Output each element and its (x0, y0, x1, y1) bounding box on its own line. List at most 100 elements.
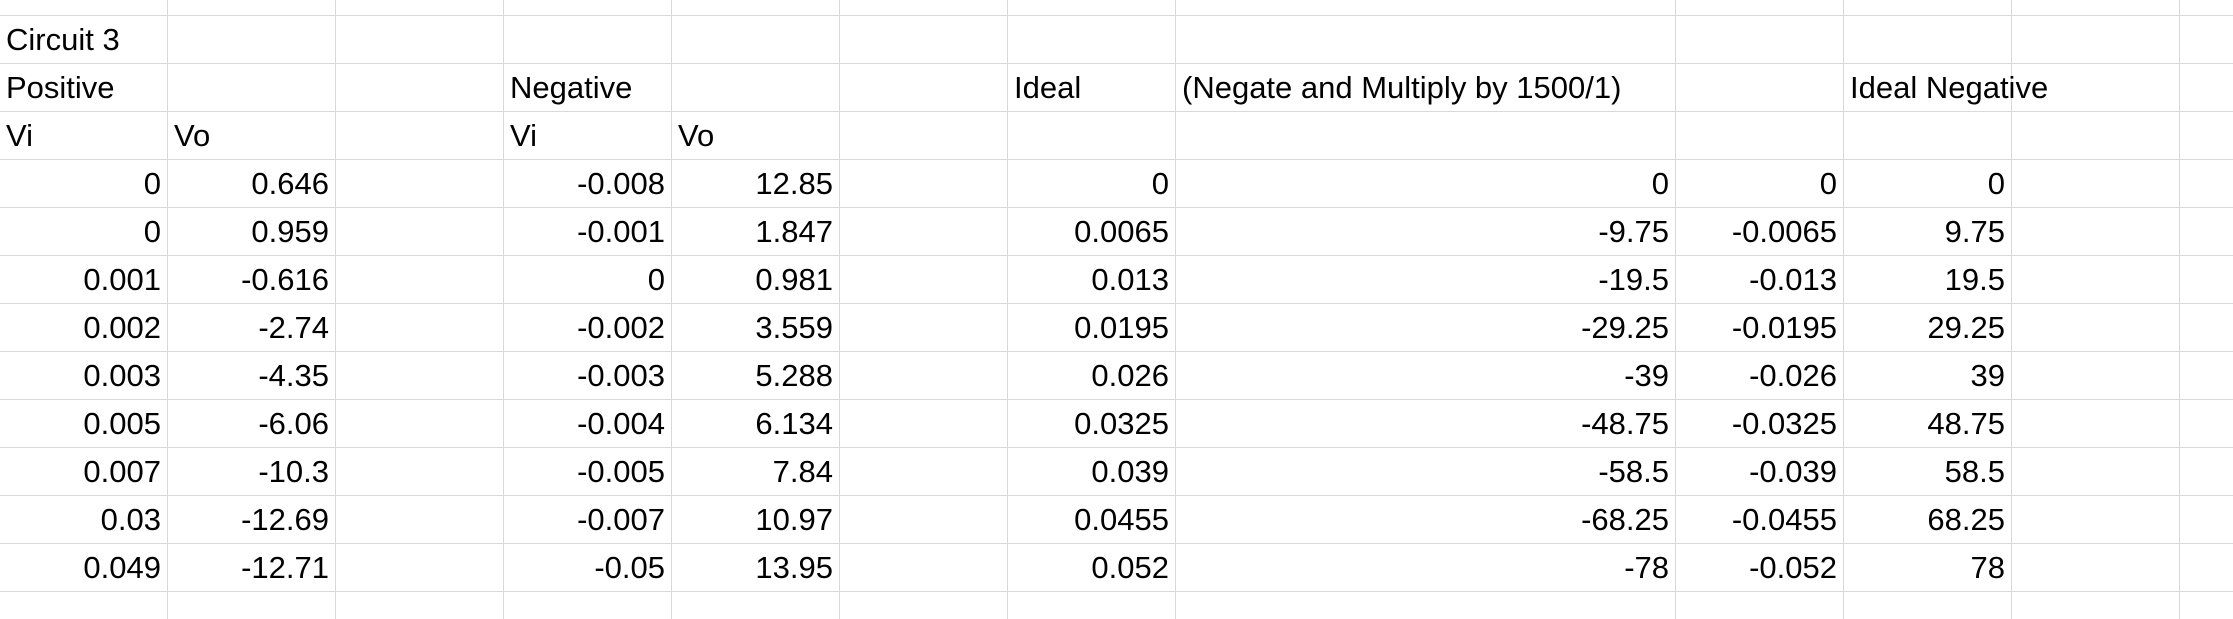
cell-blank[interactable] (336, 208, 504, 256)
table-cell[interactable]: 6.134 (672, 400, 840, 448)
cell-blank[interactable] (2012, 496, 2180, 544)
cell-blank[interactable] (504, 592, 672, 619)
cell-blank[interactable] (2012, 592, 2180, 619)
cell-blank[interactable] (336, 496, 504, 544)
cell-ideal-label[interactable]: Ideal (1008, 64, 1176, 112)
cell-blank[interactable] (2012, 304, 2180, 352)
cell-blank[interactable] (336, 592, 504, 619)
cell-blank[interactable] (2180, 400, 2233, 448)
cell-blank[interactable] (840, 160, 1008, 208)
table-cell[interactable]: -2.74 (168, 304, 336, 352)
table-cell[interactable]: 0.007 (0, 448, 168, 496)
table-cell[interactable]: 9.75 (1844, 208, 2012, 256)
cell-header-neg-vi[interactable]: Vi (504, 112, 672, 160)
cell-blank[interactable] (504, 16, 672, 64)
table-cell[interactable]: 48.75 (1844, 400, 2012, 448)
table-cell[interactable]: -9.75 (1176, 208, 1676, 256)
table-cell[interactable]: 0 (1844, 160, 2012, 208)
table-cell[interactable]: -0.616 (168, 256, 336, 304)
cell-blank[interactable] (1008, 0, 1176, 16)
table-cell[interactable]: 12.85 (672, 160, 840, 208)
cell-blank[interactable] (840, 496, 1008, 544)
cell-positive-label[interactable]: Positive (0, 64, 168, 112)
cell-blank[interactable] (840, 16, 1008, 64)
cell-blank[interactable] (2012, 64, 2180, 112)
table-cell[interactable]: -0.013 (1676, 256, 1844, 304)
cell-blank[interactable] (840, 0, 1008, 16)
table-cell[interactable]: 29.25 (1844, 304, 2012, 352)
cell-blank[interactable] (840, 112, 1008, 160)
table-cell[interactable]: 0 (1676, 160, 1844, 208)
table-cell[interactable]: 0.0455 (1008, 496, 1176, 544)
table-cell[interactable]: 58.5 (1844, 448, 2012, 496)
table-cell[interactable]: -68.25 (1176, 496, 1676, 544)
cell-blank[interactable] (2012, 400, 2180, 448)
cell-blank[interactable] (1676, 64, 1844, 112)
cell-blank[interactable] (1676, 592, 1844, 619)
cell-blank[interactable] (1676, 112, 1844, 160)
cell-blank[interactable] (1676, 16, 1844, 64)
table-cell[interactable]: 13.95 (672, 544, 840, 592)
cell-header-neg-vo[interactable]: Vo (672, 112, 840, 160)
table-cell[interactable]: -10.3 (168, 448, 336, 496)
cell-blank[interactable] (2180, 208, 2233, 256)
cell-blank[interactable] (2180, 352, 2233, 400)
cell-blank[interactable] (2180, 544, 2233, 592)
table-cell[interactable]: 0.0195 (1008, 304, 1176, 352)
table-cell[interactable]: -12.71 (168, 544, 336, 592)
table-cell[interactable]: -0.007 (504, 496, 672, 544)
cell-blank[interactable] (840, 352, 1008, 400)
table-cell[interactable]: -19.5 (1176, 256, 1676, 304)
table-cell[interactable]: -0.0455 (1676, 496, 1844, 544)
table-cell[interactable]: -29.25 (1176, 304, 1676, 352)
cell-blank[interactable] (1844, 592, 2012, 619)
cell-blank[interactable] (336, 448, 504, 496)
cell-blank[interactable] (2180, 496, 2233, 544)
table-cell[interactable]: -4.35 (168, 352, 336, 400)
table-cell[interactable]: -0.0195 (1676, 304, 1844, 352)
table-cell[interactable]: 0.981 (672, 256, 840, 304)
cell-blank[interactable] (168, 64, 336, 112)
table-cell[interactable]: 0 (0, 208, 168, 256)
cell-blank[interactable] (336, 16, 504, 64)
table-cell[interactable]: 0 (1008, 160, 1176, 208)
table-cell[interactable]: 0.003 (0, 352, 168, 400)
table-cell[interactable]: 68.25 (1844, 496, 2012, 544)
cell-blank[interactable] (2180, 160, 2233, 208)
table-cell[interactable]: 78 (1844, 544, 2012, 592)
table-cell[interactable]: 0.002 (0, 304, 168, 352)
table-cell[interactable]: -0.052 (1676, 544, 1844, 592)
table-cell[interactable]: 0.052 (1008, 544, 1176, 592)
cell-blank[interactable] (2012, 112, 2180, 160)
cell-blank[interactable] (2180, 304, 2233, 352)
table-cell[interactable]: 3.559 (672, 304, 840, 352)
table-cell[interactable]: -0.039 (1676, 448, 1844, 496)
table-cell[interactable]: -78 (1176, 544, 1676, 592)
table-cell[interactable]: 0.005 (0, 400, 168, 448)
cell-blank[interactable] (1176, 592, 1676, 619)
cell-blank[interactable] (336, 400, 504, 448)
cell-header-pos-vo[interactable]: Vo (168, 112, 336, 160)
cell-blank[interactable] (1844, 16, 2012, 64)
cell-blank[interactable] (2012, 208, 2180, 256)
table-cell[interactable]: -0.003 (504, 352, 672, 400)
cell-negative-label[interactable]: Negative (504, 64, 672, 112)
cell-blank[interactable] (1176, 0, 1676, 16)
table-cell[interactable]: -0.001 (504, 208, 672, 256)
cell-blank[interactable] (336, 352, 504, 400)
table-cell[interactable]: 19.5 (1844, 256, 2012, 304)
cell-blank[interactable] (840, 208, 1008, 256)
table-cell[interactable]: 0 (0, 160, 168, 208)
table-cell[interactable]: -0.0065 (1676, 208, 1844, 256)
cell-blank[interactable] (1008, 112, 1176, 160)
cell-blank[interactable] (840, 592, 1008, 619)
cell-header-pos-vi[interactable]: Vi (0, 112, 168, 160)
cell-blank[interactable] (2012, 544, 2180, 592)
cell-blank[interactable] (168, 16, 336, 64)
cell-blank[interactable] (1008, 16, 1176, 64)
cell-blank[interactable] (2012, 16, 2180, 64)
table-cell[interactable]: -6.06 (168, 400, 336, 448)
cell-blank[interactable] (2180, 0, 2233, 16)
table-cell[interactable]: 39 (1844, 352, 2012, 400)
cell-blank[interactable] (336, 304, 504, 352)
